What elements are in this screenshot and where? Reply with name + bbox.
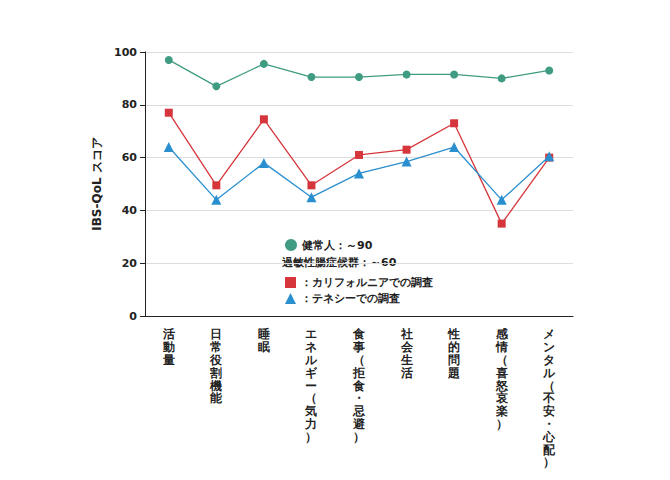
svg-text:0: 0 [129,310,137,323]
svg-text:割: 割 [210,365,223,380]
svg-text:生: 生 [400,353,413,367]
svg-text:）: ） [543,455,555,469]
svg-text:会: 会 [400,340,413,355]
svg-text:楽: 楽 [495,404,508,419]
svg-text:動: 動 [162,340,175,355]
svg-text:60: 60 [122,151,138,164]
svg-text:力: 力 [305,417,318,431]
svg-text:問: 問 [448,353,461,367]
svg-text:日: 日 [210,327,223,342]
svg-text:能: 能 [210,391,222,405]
svg-text:的: 的 [448,340,461,355]
svg-text:不: 不 [543,391,556,406]
svg-text:：テネシーでの調査: ：テネシーでの調査 [301,292,400,305]
svg-text:タ: タ [543,353,556,367]
svg-text:気: 気 [305,404,318,419]
svg-text:ン: ン [543,340,556,355]
svg-text:活: 活 [400,366,413,380]
svg-text:IBS-QoL スコア: IBS-QoL スコア [90,137,104,231]
svg-text:ギ: ギ [305,365,318,380]
svg-text:安: 安 [543,404,556,419]
svg-text:哀: 哀 [495,391,508,406]
svg-text:量: 量 [162,353,175,367]
svg-text:メ: メ [543,327,556,342]
svg-text:眠: 眠 [258,340,270,354]
svg-text:エ: エ [305,327,318,342]
svg-text:）: ） [353,430,365,444]
svg-text:）: ） [496,417,508,431]
svg-text:情: 情 [495,340,508,355]
svg-text:心: 心 [543,429,556,444]
svg-text:80: 80 [122,98,138,111]
svg-text:食: 食 [353,378,365,393]
svg-text:社: 社 [400,327,413,342]
svg-text:100: 100 [114,46,137,59]
svg-text:）: ） [305,430,317,444]
svg-text:40: 40 [122,204,138,217]
svg-text:性: 性 [448,327,461,342]
svg-text:喜: 喜 [495,365,508,380]
svg-text:活: 活 [162,327,175,342]
svg-text:ー: ー [305,378,318,393]
svg-text:怒: 怒 [495,378,508,393]
svg-text:食: 食 [353,327,365,342]
svg-text:ル: ル [305,353,318,367]
svg-text:拒: 拒 [353,365,365,380]
svg-text:ネ: ネ [305,340,318,355]
svg-text:感: 感 [495,327,508,342]
svg-text:題: 題 [447,366,460,380]
svg-text:健常人：～90: 健常人：～90 [301,239,373,252]
svg-text:事: 事 [353,340,365,355]
svg-text:過敏性腸症候群：～60: 過敏性腸症候群：～60 [281,256,397,269]
svg-text:睡: 睡 [257,327,270,342]
svg-text:役: 役 [210,353,223,367]
svg-text:常: 常 [210,340,223,355]
svg-text:ル: ル [543,365,556,380]
svg-text:20: 20 [122,257,138,270]
svg-text:忌: 忌 [353,404,365,419]
svg-text:配: 配 [543,442,556,457]
svg-text:避: 避 [353,417,365,431]
svg-text:：カリフォルニアでの調査: ：カリフォルニアでの調査 [301,276,433,289]
svg-text:機: 機 [210,378,223,393]
